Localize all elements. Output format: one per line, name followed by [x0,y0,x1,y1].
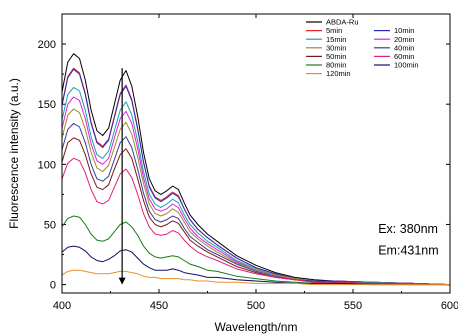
x-tick-label: 400 [53,300,71,312]
series-line-11 [62,269,450,286]
series-line-7 [62,137,450,286]
legend-label: 50min [326,52,346,61]
x-tick-label: 450 [150,300,168,312]
y-tick-label: 0 [50,280,56,292]
x-tick-label: 550 [344,300,362,312]
plot-frame [61,13,451,294]
legend-label: ABDA-Ru [326,18,359,27]
series-line-8 [62,157,450,286]
legend-label: 20min [394,35,414,44]
tick-labels: 400 450 500 550 600 0 50 100 150 200 [38,39,458,312]
legend-label: 60min [394,52,414,61]
series-line-6 [62,122,450,286]
x-axis-title: Wavelength/nm [215,320,298,334]
legend-label: 15min [326,35,346,44]
series-line-5 [62,108,450,286]
legend-label: 5min [326,26,342,35]
annotation-1: Em:431nm [378,244,438,258]
annotation-0: Ex: 380nm [378,222,438,236]
series-line-10 [62,245,450,286]
annotations: Ex: 380nm Em:431nm [378,222,438,258]
y-tick-label: 200 [38,39,56,51]
series-line-9 [62,215,450,286]
y-axis-title: Fluorescence intensity (a.u.) [7,78,21,229]
x-tick-label: 500 [247,300,265,312]
legend-label: 120min [326,69,351,78]
legend-label: 30min [326,43,346,52]
legend-label: 80min [326,61,346,70]
legend-label: 10min [394,26,414,35]
series-layer [62,53,450,286]
legend-label: 100min [394,61,419,70]
series-line-2 [62,68,450,286]
decay-arrow [118,68,126,285]
legend-label: 40min [394,43,414,52]
x-tick-label: 600 [441,300,458,312]
y-tick-label: 150 [38,99,56,111]
arrow-head [118,277,126,285]
y-tick-label: 100 [38,159,56,171]
series-line-0 [62,53,450,286]
y-tick-label: 50 [44,219,56,231]
